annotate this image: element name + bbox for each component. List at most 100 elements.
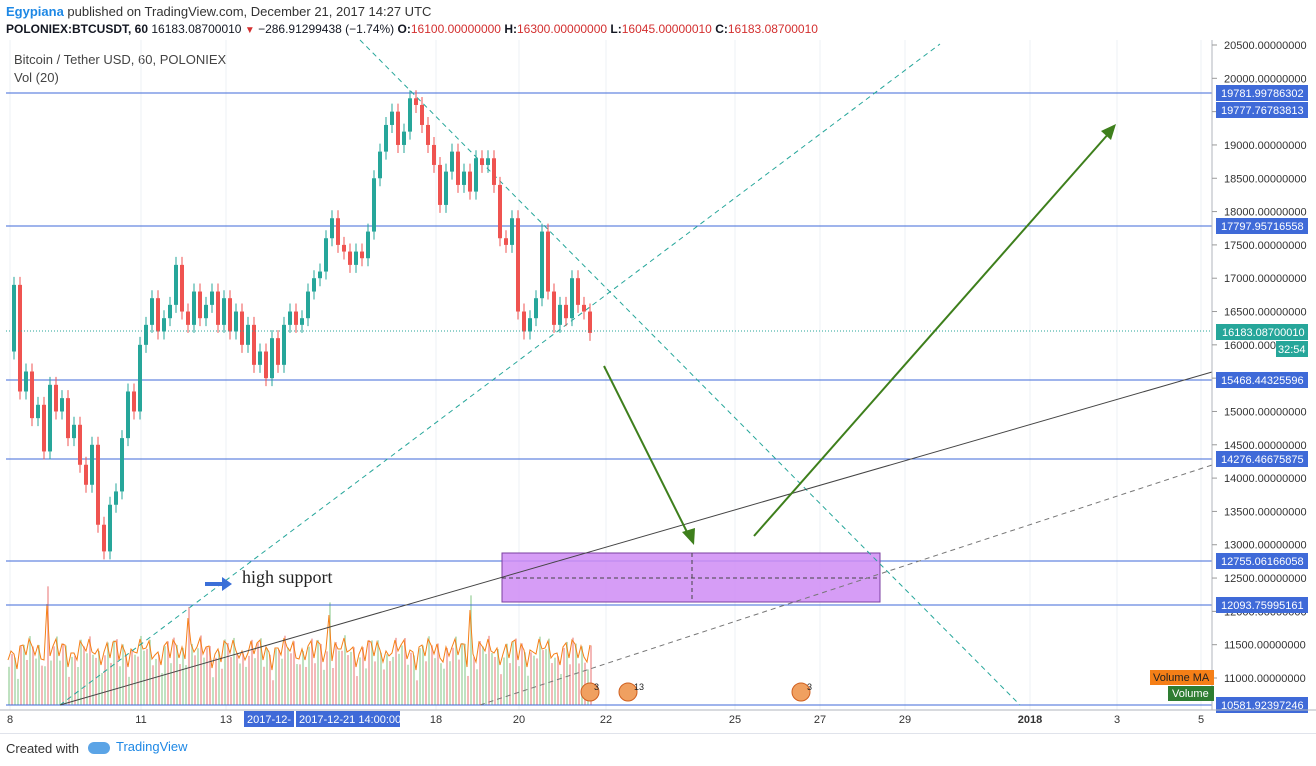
volume-bar	[101, 673, 103, 705]
footer: Created with TradingView	[0, 733, 1316, 766]
price-chart[interactable]: high support 3 13 3 20500.00000000 20000.…	[0, 0, 1316, 733]
economic-event-icon[interactable]: 13	[618, 682, 644, 702]
volume-bar	[377, 640, 379, 705]
horizontal-levels[interactable]	[6, 92, 1212, 706]
candle-body	[420, 104, 424, 125]
price-tick: 18500.00000000	[1224, 173, 1307, 185]
long-trendline[interactable]	[59, 371, 1213, 706]
volume-bar	[437, 643, 439, 705]
candle-body	[216, 291, 220, 325]
volume-bar	[245, 666, 247, 705]
open-label: O:	[397, 22, 411, 36]
volume-bar	[38, 644, 40, 705]
dashed-parallel-line[interactable]	[479, 464, 1213, 706]
price-tick: 12500.00000000	[1224, 573, 1307, 585]
candle-body	[372, 178, 376, 232]
time-tick: 20	[513, 714, 525, 726]
blue-arrow-icon[interactable]	[205, 577, 232, 591]
volume-bar	[188, 606, 190, 705]
volume-bar	[386, 654, 388, 705]
volume-bar	[8, 666, 10, 705]
volume-bar	[59, 660, 61, 705]
up-arrow[interactable]	[753, 124, 1116, 537]
volume-bar	[32, 646, 34, 705]
price-tick: 11500.00000000	[1224, 640, 1306, 652]
candle-body	[204, 304, 208, 319]
volume-bar	[272, 680, 274, 705]
open-value: 16100.00000000	[410, 22, 501, 36]
volume-bar	[320, 644, 322, 705]
candle-body	[96, 444, 100, 525]
candle-body	[366, 231, 370, 259]
volume-bar	[29, 636, 31, 705]
volume-bar	[50, 660, 52, 705]
candle-body	[12, 284, 16, 352]
candle-body	[396, 111, 400, 145]
volume-bar	[401, 645, 403, 705]
volume-bar	[80, 639, 82, 705]
candle-body	[360, 251, 364, 259]
volume-bar	[575, 643, 577, 705]
volume-bar	[476, 669, 478, 705]
candle-body	[468, 171, 472, 192]
down-arrow[interactable]	[603, 365, 695, 545]
candle-body	[180, 264, 184, 312]
high-support-label[interactable]: high support	[242, 567, 333, 587]
candle-body	[330, 218, 334, 239]
price-tick: 13000.00000000	[1224, 540, 1307, 552]
level-tag-text: 19781.99786302	[1221, 88, 1304, 100]
level-tag	[1216, 85, 1308, 101]
volume-bar	[554, 657, 556, 705]
volume-bar	[329, 602, 331, 705]
volume-bar	[566, 641, 568, 705]
volume-bar	[290, 653, 292, 705]
volume-bar	[287, 647, 289, 705]
volume-bar	[218, 651, 220, 705]
volume-bar	[11, 653, 13, 705]
volume-bar	[524, 652, 526, 705]
svg-text:3: 3	[594, 682, 599, 692]
volume-bars	[8, 586, 592, 705]
volume-bar	[578, 663, 580, 705]
volume-bar	[518, 666, 520, 705]
candle-body	[324, 238, 328, 272]
symbol-label[interactable]: POLONIEX:BTCUSDT, 60	[6, 22, 149, 36]
price-tick: 11000.00000000	[1224, 673, 1306, 685]
volume-bar	[314, 663, 316, 705]
volume-bar	[239, 663, 241, 705]
volume-bar	[338, 650, 340, 705]
volume-bar	[221, 668, 223, 705]
volume-bar	[173, 637, 175, 705]
candle-body	[378, 151, 382, 179]
high-value: 16300.00000000	[516, 22, 608, 36]
ascending-trendline-upper[interactable]	[59, 43, 941, 706]
volume-bar	[545, 649, 547, 705]
volume-bar	[350, 651, 352, 705]
descending-trendline[interactable]	[359, 39, 1021, 706]
candle-body	[558, 304, 562, 325]
candle-body	[444, 171, 448, 205]
level-tag	[1216, 102, 1308, 118]
volume-bar	[194, 655, 196, 705]
candle-body	[516, 218, 520, 312]
volume-legend[interactable]: Vol (20)	[14, 70, 59, 85]
time-tick-labels[interactable]: 8 11 13 18 20 22 25 27 29 2018 3 5	[7, 714, 1204, 726]
volume-bar	[473, 657, 475, 705]
volume-bar	[404, 638, 406, 705]
volume-bar	[488, 635, 490, 705]
economic-event-icon[interactable]: 3	[580, 682, 600, 702]
volume-bar	[200, 635, 202, 705]
candle-body	[138, 344, 142, 412]
tradingview-logo[interactable]: TradingView	[88, 739, 188, 754]
economic-event-icon[interactable]: 3	[791, 682, 812, 702]
series-legend[interactable]: Bitcoin / Tether USD, 60, POLONIEX	[14, 52, 227, 67]
volume-bar	[569, 664, 571, 705]
svg-text:13: 13	[634, 682, 644, 692]
author-link[interactable]: Egypiana	[6, 4, 64, 19]
volume-bar	[356, 676, 358, 705]
volume-bar	[86, 653, 88, 705]
volume-bar	[116, 639, 118, 705]
volume-bar	[62, 643, 64, 705]
volume-bar	[497, 649, 499, 705]
candle-body	[234, 311, 238, 332]
